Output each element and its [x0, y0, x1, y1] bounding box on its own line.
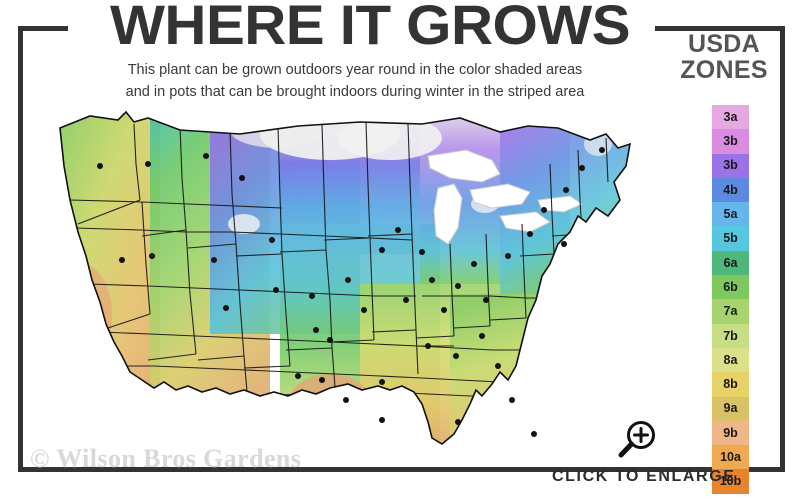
frame-segment-left [18, 26, 23, 472]
zone-swatch-3b-1: 3b [712, 129, 749, 154]
zone-swatch-3b-2: 3b [712, 153, 749, 178]
legend-heading-line-1: USDA [687, 30, 761, 58]
zone-swatch-10b-15: 10b [712, 469, 749, 494]
great-lakes [427, 149, 584, 245]
us-outline [59, 110, 632, 445]
watermark: © Wilson Bros Gardens [30, 444, 302, 473]
zone-swatch-9a-12: 9a [712, 396, 749, 421]
subtitle-line-1: This plant can be grown outdoors year ro… [127, 62, 583, 78]
zone-swatch-3a-0: 3a [712, 105, 749, 130]
zone-swatch-10a-14: 10a [712, 445, 749, 470]
subtitle-line-2: and in pots that can be brought indoors … [125, 83, 585, 100]
subtitle: This plant can be grown outdoors year ro… [50, 60, 660, 104]
page-title: WHERE IT GROWS [109, 0, 631, 56]
frame-segment-bottom [18, 467, 785, 472]
usda-zone-legend: 3a 3b 3b 4b 5a 5b 6a 6b 7a 7b 8a 8b 9a 9b 10a 10b [712, 105, 749, 494]
zone-swatch-6a-6: 6a [712, 250, 749, 276]
frame-segment-top-left [18, 26, 68, 31]
us-map-svg [59, 110, 632, 445]
frame-segment-right [780, 26, 785, 472]
zone-swatch-7b-9: 7b [712, 323, 749, 348]
frame-segment-top-right [655, 26, 785, 31]
zone-swatch-8b-11: 8b [712, 372, 749, 397]
legend-heading-line-2: ZONES [680, 55, 768, 84]
zone-swatch-9b-13: 9b [712, 420, 749, 446]
legend-heading: USDA ZONES [663, 30, 785, 84]
zone-swatch-5a-4: 5a [712, 202, 749, 227]
city-markers [97, 147, 605, 437]
magnifier-plus-icon[interactable] [616, 420, 660, 460]
zone-swatch-7a-8: 7a [712, 299, 749, 324]
click-to-enlarge-label[interactable]: CLICK TO ENLARGE [552, 468, 736, 485]
zone-swatch-8a-10: 8a [712, 347, 749, 373]
hardiness-zone-map[interactable] [30, 104, 655, 454]
map-zone-fills [60, 112, 630, 444]
zone-swatch-6b-7: 6b [712, 275, 749, 300]
zone-swatch-5b-5: 5b [712, 226, 749, 251]
zone-swatch-4b-3: 4b [712, 177, 749, 203]
